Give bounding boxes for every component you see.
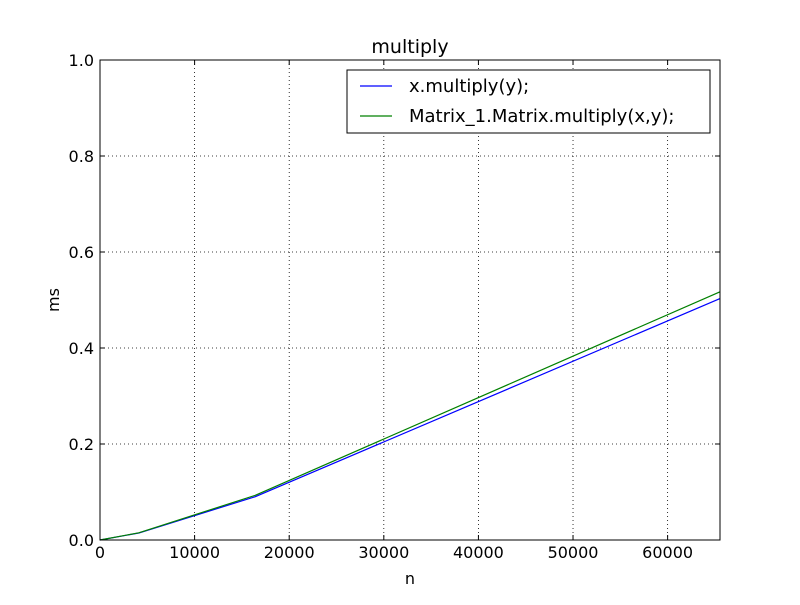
x-axis-label: n [405,569,415,588]
y-axis-ticks: 0.0 0.2 0.4 0.6 0.8 1.0 [69,51,720,550]
x-tick-label: 0 [95,543,105,562]
legend: x.multiply(y); Matrix_1.Matrix.multiply(… [346,69,711,134]
y-tick-label: 1.0 [69,51,94,70]
x-tick-label: 50000 [548,543,599,562]
legend-label-series-2: Matrix_1.Matrix.multiply(x,y); [409,106,674,127]
y-tick-label: 0.8 [69,147,94,166]
legend-label-series-1: x.multiply(y); [409,76,529,97]
series-line-2 [99,291,721,541]
plot-area [100,60,720,540]
x-axis-ticks: 0 10000 20000 30000 40000 50000 60000 [95,60,693,562]
y-axis-label: ms [44,288,63,312]
y-tick-label: 0.0 [69,531,94,550]
x-tick-label: 20000 [264,543,315,562]
chart-title: multiply [371,36,448,58]
y-tick-label: 0.4 [69,339,94,358]
y-tick-label: 0.6 [69,243,94,262]
x-tick-label: 60000 [642,543,693,562]
y-tick-label: 0.2 [69,435,94,454]
series-lines [99,291,721,541]
x-tick-label: 10000 [169,543,220,562]
legend-box [346,69,711,134]
x-tick-label: 40000 [453,543,504,562]
plot-frame [99,59,721,541]
x-tick-label: 30000 [358,543,409,562]
